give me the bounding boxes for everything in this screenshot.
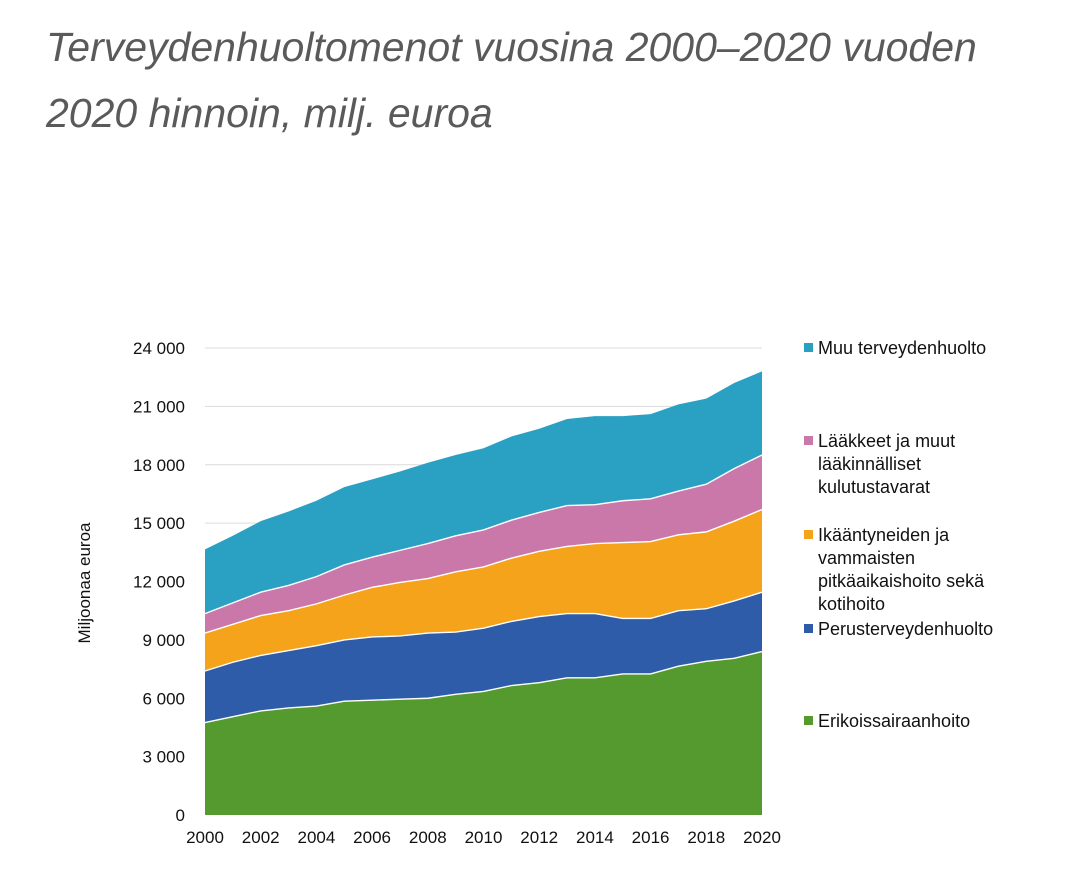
x-tick-label: 2016 xyxy=(632,828,670,847)
legend-swatch xyxy=(804,343,813,352)
y-axis-label: Miljoonaa euroa xyxy=(75,522,94,644)
legend-label: Lääkkeet ja muut lääkinnälliset kulutustav… xyxy=(818,431,955,497)
y-tick-label: 12 000 xyxy=(133,573,185,592)
y-tick-label: 18 000 xyxy=(133,456,185,475)
legend-item: Ikääntyneiden ja vammaisten pitkäaikaishoi… xyxy=(804,525,985,614)
x-tick-label: 2002 xyxy=(242,828,280,847)
series-boundary-1 xyxy=(204,650,763,724)
x-tick-label: 2006 xyxy=(353,828,391,847)
x-tick-label: 2014 xyxy=(576,828,614,847)
x-tick-label: 2008 xyxy=(409,828,447,847)
x-tick-label: 2000 xyxy=(186,828,224,847)
y-tick-label: 9 000 xyxy=(142,631,185,650)
y-tick-label: 24 000 xyxy=(133,339,185,358)
legend-label: Perusterveydenhuolto xyxy=(818,619,993,639)
legend: Muu terveydenhuolto Lääkkeet ja muut lääki… xyxy=(804,338,993,731)
x-tick-label: 2010 xyxy=(465,828,503,847)
legend-item: Erikoissairaanhoito xyxy=(804,711,970,731)
x-tick-label: 2020 xyxy=(743,828,781,847)
series-area-5 xyxy=(205,371,762,614)
y-tick-label: 21 000 xyxy=(133,397,185,416)
y-tick-label: 0 xyxy=(176,806,185,825)
y-tick-label: 3 000 xyxy=(142,748,185,767)
chart-title: Terveydenhuoltomenot vuosina 2000–2020 v… xyxy=(46,24,977,136)
legend-item: Muu terveydenhuolto xyxy=(804,338,986,358)
series-area-3 xyxy=(205,509,762,672)
legend-swatch xyxy=(804,624,813,633)
series-boundary-4 xyxy=(204,454,763,615)
legend-item: Perusterveydenhuolto xyxy=(804,619,993,639)
series-area-1 xyxy=(205,651,762,815)
legend-swatch xyxy=(804,436,813,445)
legend-label: Erikoissairaanhoito xyxy=(818,711,970,731)
y-tick-label: 15 000 xyxy=(133,514,185,533)
legend-swatch xyxy=(804,716,813,725)
x-tick-label: 2018 xyxy=(687,828,725,847)
legend-label: Muu terveydenhuolto xyxy=(818,338,986,358)
legend-item: Lääkkeet ja muut lääkinnälliset kulutustav… xyxy=(804,431,955,497)
x-tick-label: 2012 xyxy=(520,828,558,847)
series-boundary-3 xyxy=(204,508,763,634)
x-tick-label: 2004 xyxy=(297,828,335,847)
series-areas xyxy=(205,371,762,815)
series-boundaries xyxy=(204,454,763,724)
series-area-2 xyxy=(205,592,762,723)
legend-swatch xyxy=(804,530,813,539)
legend-label: Ikääntyneiden ja vammaisten pitkäaikaishoi… xyxy=(818,525,985,614)
series-area-4 xyxy=(205,455,762,634)
series-boundary-2 xyxy=(204,591,763,672)
y-axis-ticks: 0 3 000 6 000 9 000 12 000 15 000 18 000 21 000… xyxy=(133,339,185,825)
y-tick-label: 6 000 xyxy=(142,689,185,708)
x-axis-ticks: 2000 2002 2004 2006 2008 2010 2012 2014 2016 2018… xyxy=(186,828,781,847)
